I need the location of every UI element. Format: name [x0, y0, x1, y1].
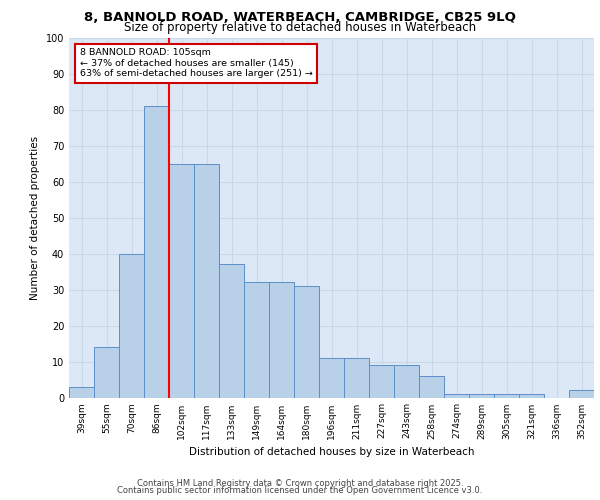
- Bar: [194, 164, 219, 398]
- Bar: [219, 264, 244, 398]
- Y-axis label: Number of detached properties: Number of detached properties: [30, 136, 40, 300]
- Bar: [319, 358, 344, 398]
- Bar: [144, 106, 169, 398]
- Bar: [169, 164, 194, 398]
- Bar: [569, 390, 594, 398]
- Bar: [269, 282, 294, 398]
- Bar: [69, 386, 94, 398]
- Bar: [394, 365, 419, 398]
- Bar: [244, 282, 269, 398]
- Text: 8, BANNOLD ROAD, WATERBEACH, CAMBRIDGE, CB25 9LQ: 8, BANNOLD ROAD, WATERBEACH, CAMBRIDGE, …: [84, 11, 516, 24]
- Bar: [444, 394, 469, 398]
- Text: Size of property relative to detached houses in Waterbeach: Size of property relative to detached ho…: [124, 21, 476, 34]
- Text: 8 BANNOLD ROAD: 105sqm
← 37% of detached houses are smaller (145)
63% of semi-de: 8 BANNOLD ROAD: 105sqm ← 37% of detached…: [79, 48, 313, 78]
- Bar: [119, 254, 144, 398]
- Bar: [519, 394, 544, 398]
- Bar: [344, 358, 369, 398]
- Text: Contains public sector information licensed under the Open Government Licence v3: Contains public sector information licen…: [118, 486, 482, 495]
- Bar: [469, 394, 494, 398]
- X-axis label: Distribution of detached houses by size in Waterbeach: Distribution of detached houses by size …: [189, 447, 474, 457]
- Text: Contains HM Land Registry data © Crown copyright and database right 2025.: Contains HM Land Registry data © Crown c…: [137, 478, 463, 488]
- Bar: [94, 347, 119, 398]
- Bar: [494, 394, 519, 398]
- Bar: [369, 365, 394, 398]
- Bar: [294, 286, 319, 398]
- Bar: [419, 376, 444, 398]
